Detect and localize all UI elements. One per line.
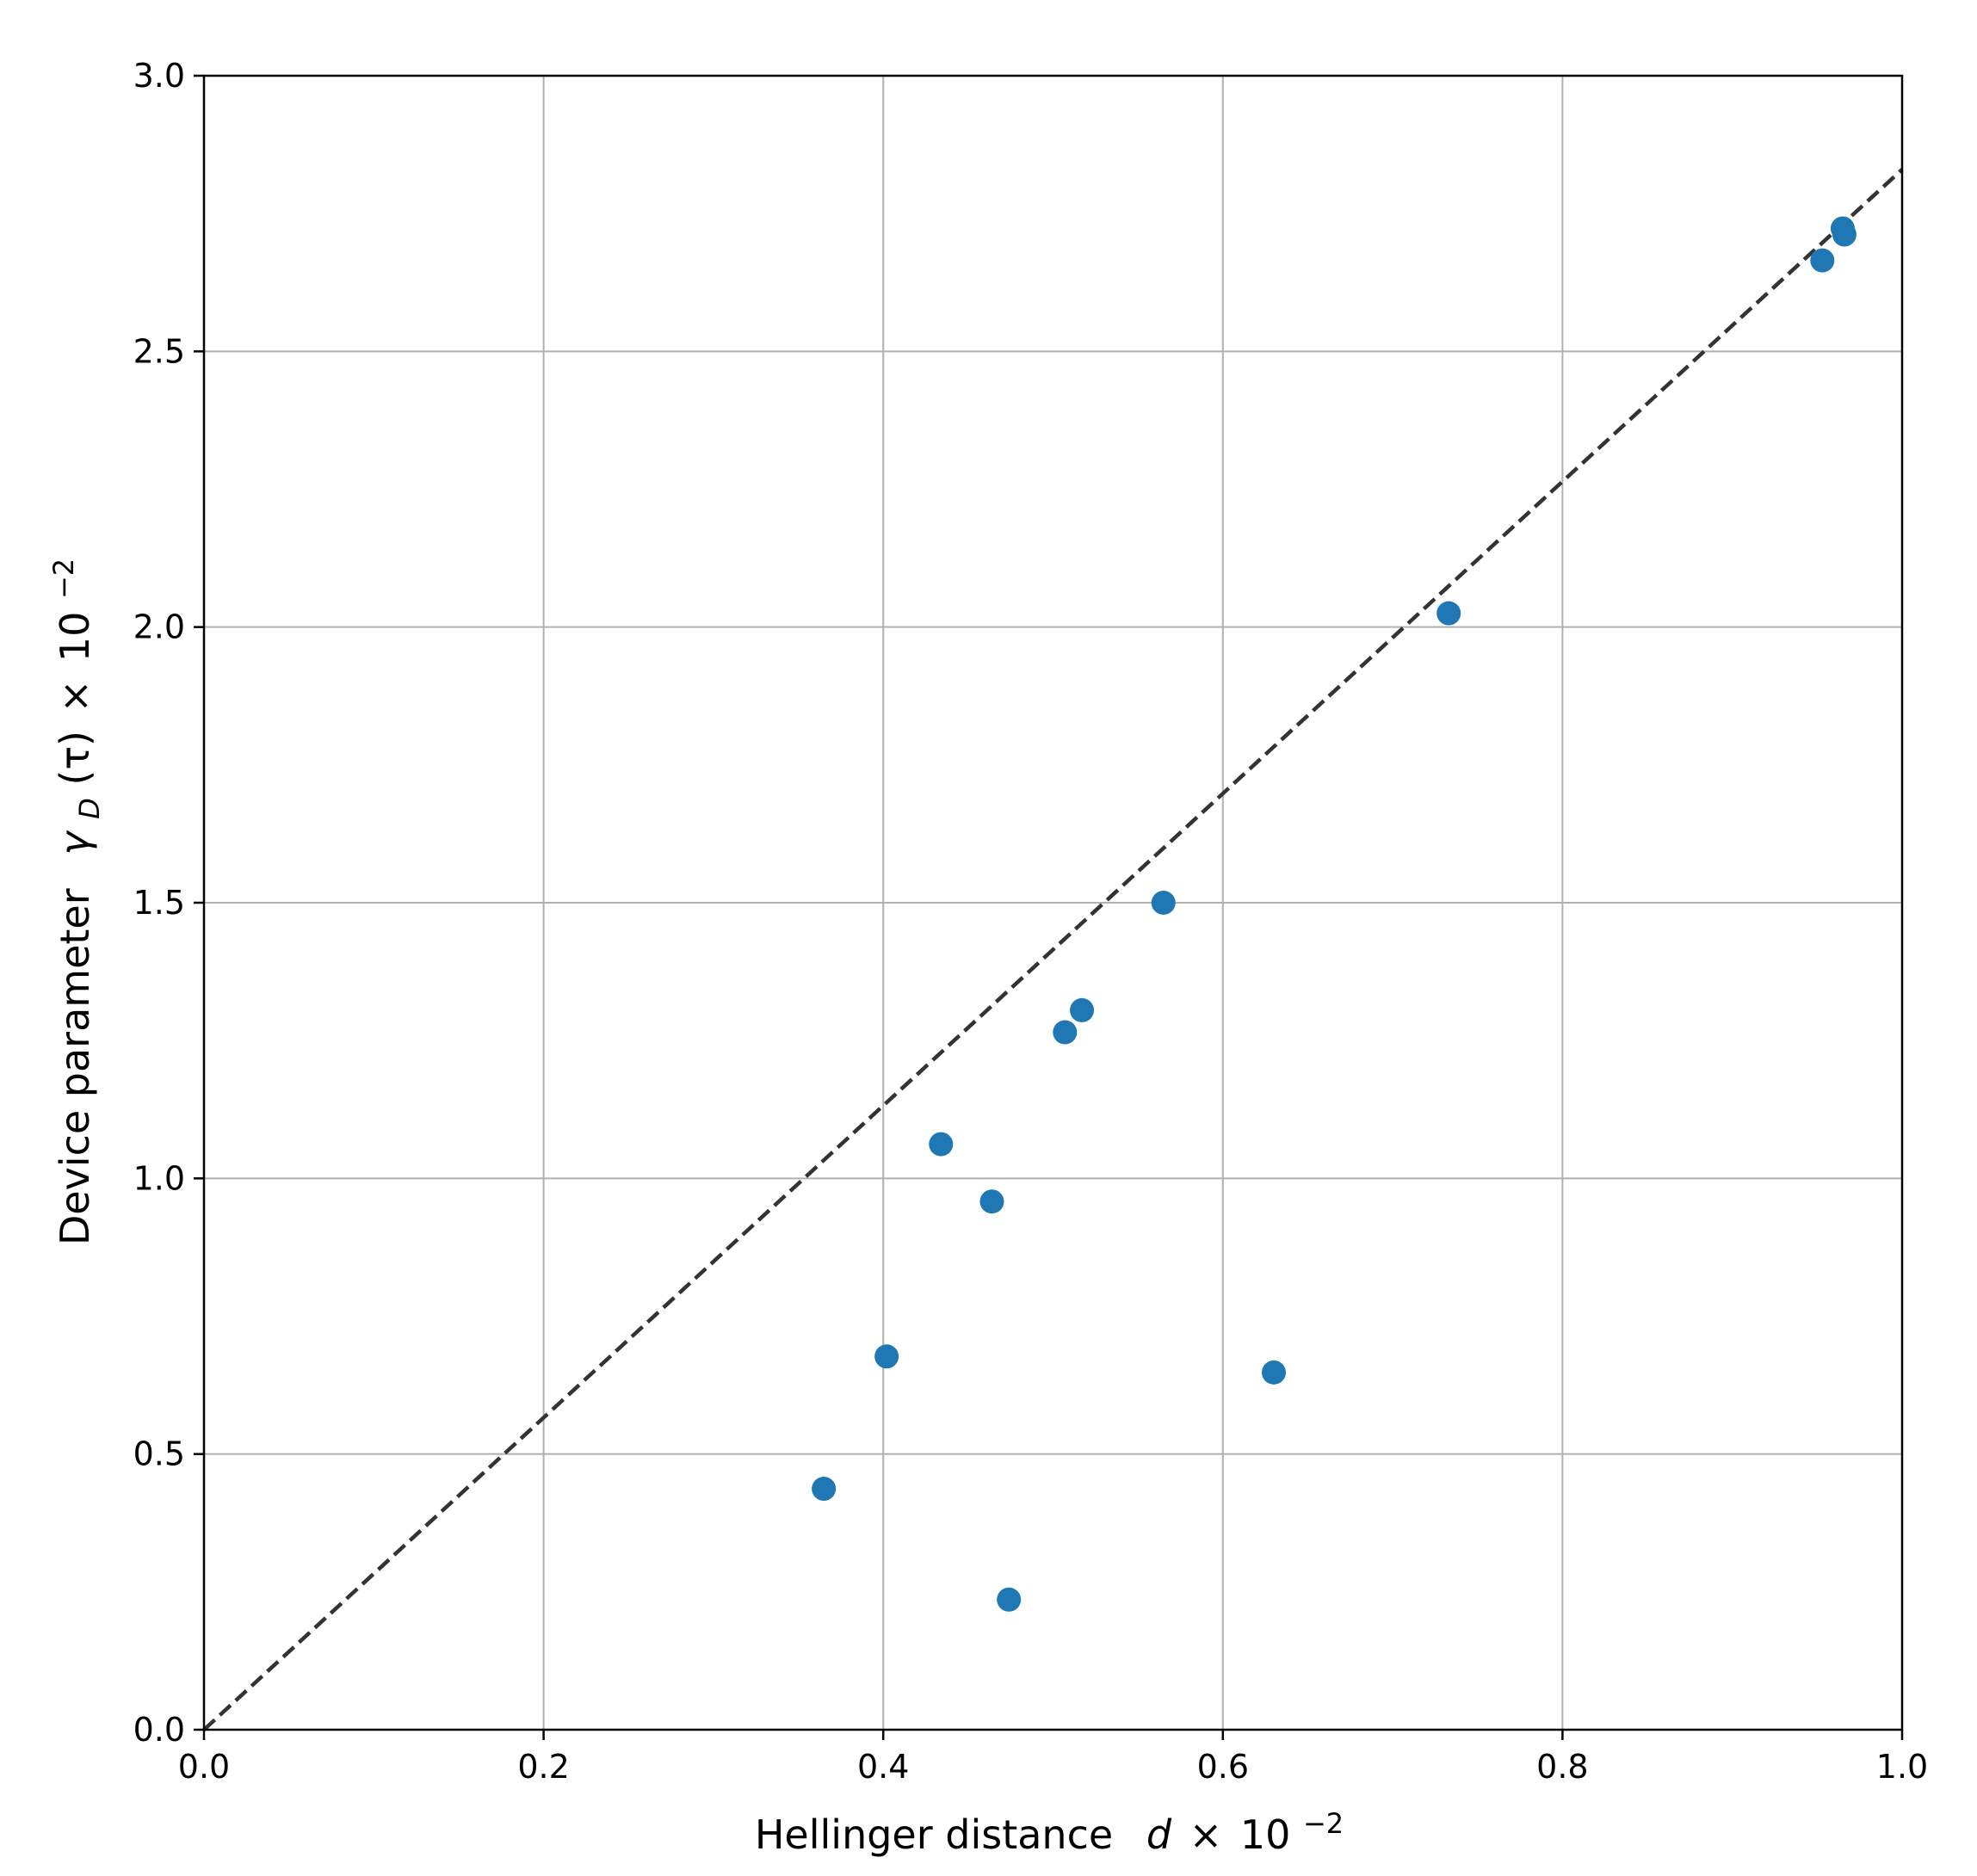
data-point — [979, 1189, 1004, 1214]
reference-line-layer — [202, 168, 1904, 1731]
x-axis-label-times: × — [1189, 1811, 1223, 1858]
y-tick-label: 2.5 — [133, 332, 185, 370]
ticks: 0.0 0.2 0.4 0.6 0.8 1.0 0.0 0.5 1.0 1.5 2.0 2.5 3.0 — [133, 57, 1929, 1786]
x-axis-label: Hellinger distance d × 10 −2 — [755, 1807, 1344, 1858]
y-axis-label-base: 10 — [52, 612, 98, 663]
y-axis-label: Device parameter γ D (τ) × 10 −2 — [47, 558, 108, 1245]
data-point — [929, 1132, 954, 1157]
x-tick-label: 0.2 — [517, 1748, 569, 1786]
data-point — [1832, 222, 1857, 247]
y-axis-label-argument: (τ) — [52, 731, 98, 786]
y-axis-label-exponent: −2 — [47, 558, 80, 599]
x-tick-label: 0.8 — [1536, 1748, 1588, 1786]
x-axis-label-prefix: Hellinger distance — [755, 1811, 1113, 1858]
data-point — [1436, 601, 1461, 626]
data-point — [1810, 248, 1835, 273]
reference-line — [202, 168, 1904, 1731]
y-axis-label-symbol: γ — [52, 830, 98, 855]
x-tick-label: 0.0 — [178, 1748, 230, 1786]
data-point — [1053, 1020, 1078, 1045]
y-tick-label: 3.0 — [133, 57, 185, 95]
points-layer — [812, 216, 1857, 1612]
y-tick-label: 1.5 — [133, 884, 185, 922]
y-tick-label: 2.0 — [133, 608, 185, 646]
x-axis-label-exponent: −2 — [1303, 1807, 1344, 1840]
x-axis-label-base: 10 — [1240, 1811, 1291, 1858]
data-point — [1151, 891, 1176, 915]
y-tick-label: 0.5 — [133, 1435, 185, 1473]
y-tick-label: 1.0 — [133, 1159, 185, 1197]
x-axis-label-symbol: d — [1146, 1811, 1172, 1858]
y-tick-label: 0.0 — [133, 1711, 185, 1749]
data-point — [874, 1344, 899, 1369]
data-point — [812, 1477, 837, 1502]
x-tick-label: 0.6 — [1197, 1748, 1249, 1786]
data-point — [997, 1587, 1022, 1612]
data-point — [1070, 997, 1095, 1022]
x-tick-label: 0.4 — [857, 1748, 909, 1786]
data-point — [1261, 1360, 1286, 1385]
x-tick-label: 1.0 — [1876, 1748, 1928, 1786]
y-axis-label-subscript: D — [73, 798, 106, 819]
y-axis-label-prefix: Device parameter — [52, 888, 98, 1245]
y-axis-label-times: × — [52, 680, 98, 713]
